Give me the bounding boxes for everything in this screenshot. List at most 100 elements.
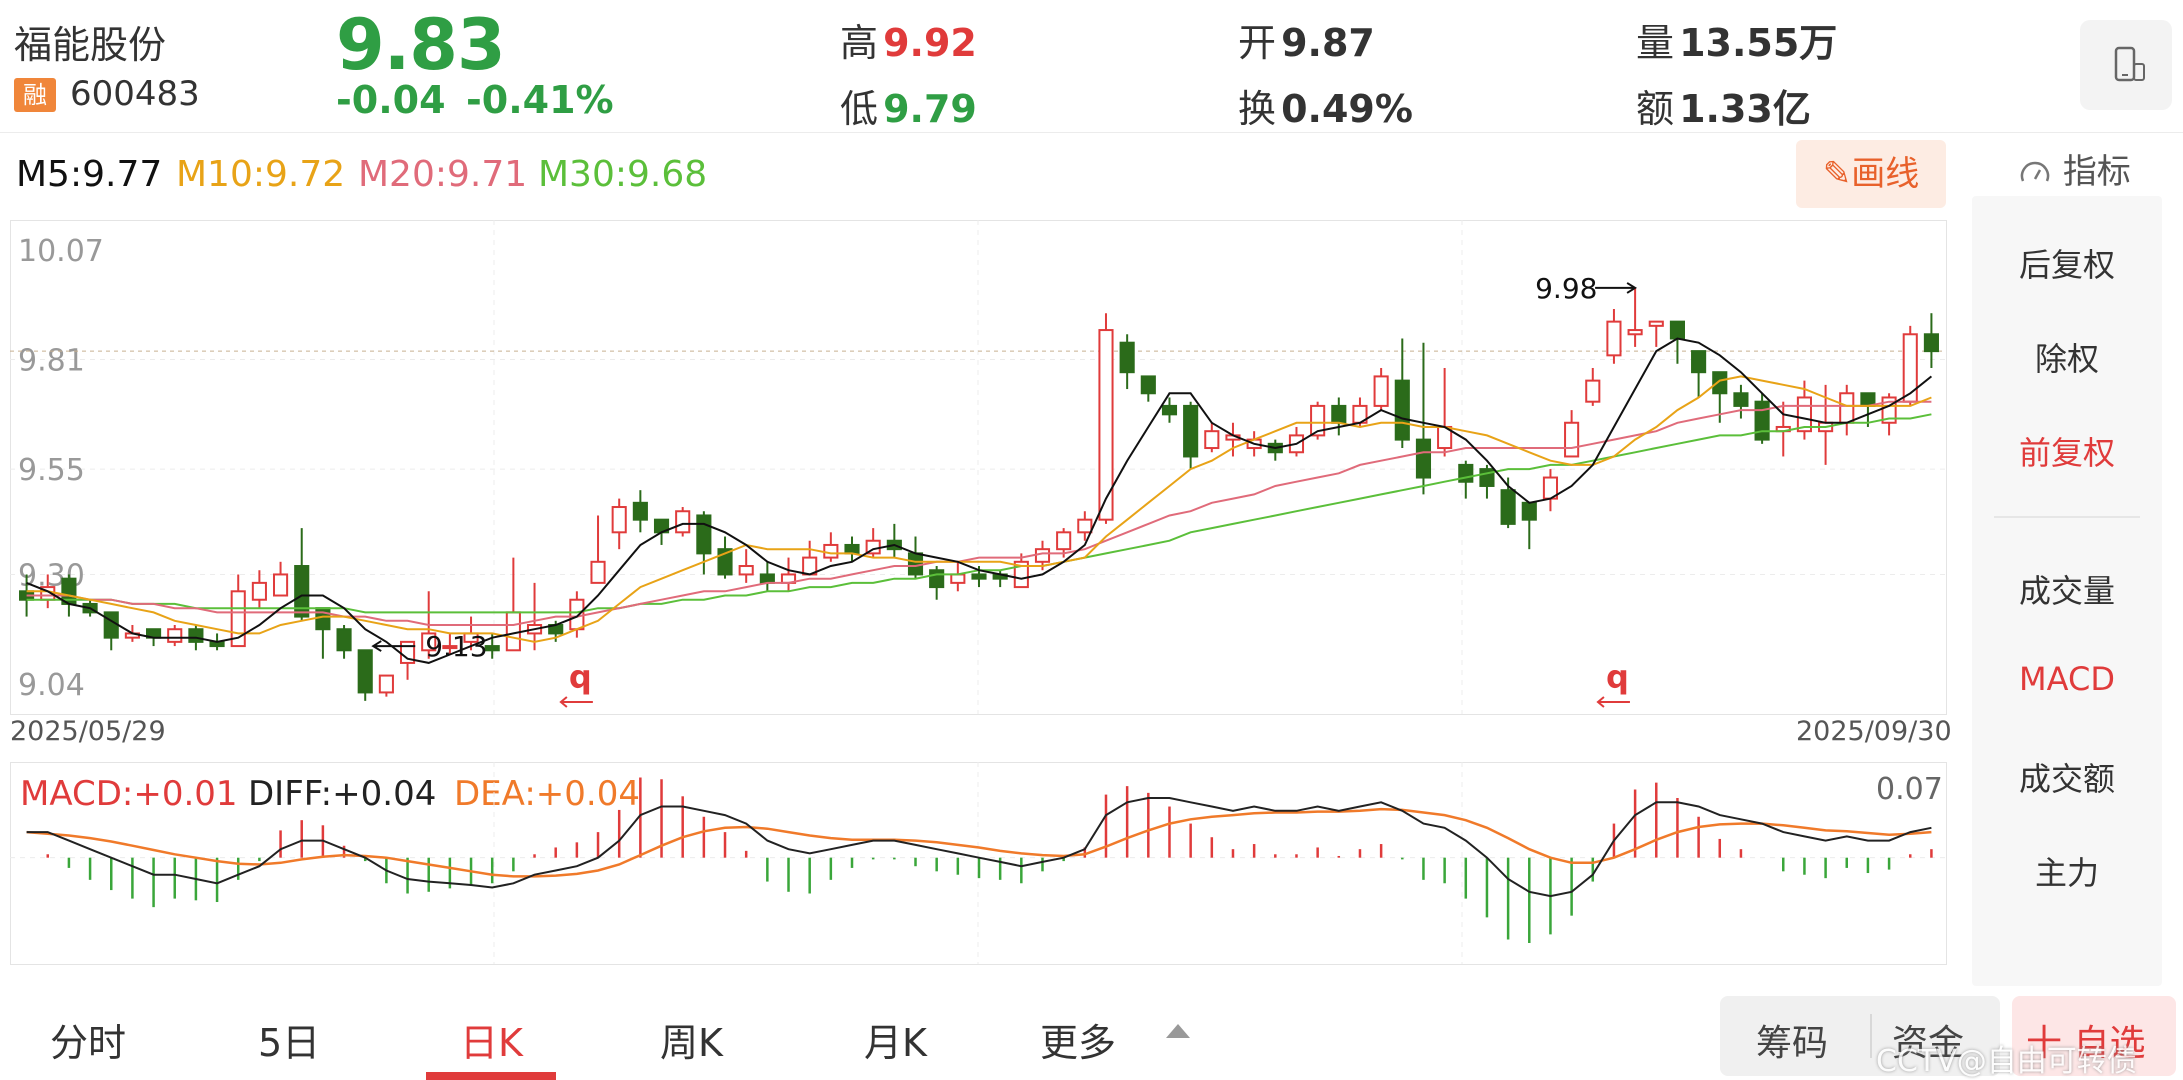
y-tick-label: 9.81 (18, 344, 85, 379)
margin-trading-badge: 融 (14, 78, 56, 112)
candle-body (1056, 531, 1072, 551)
tab-weekly-k[interactable]: 周K (660, 1021, 723, 1065)
tab-more[interactable]: 更多 (1040, 1021, 1117, 1065)
candle-body (188, 628, 204, 643)
event-marker: q (1606, 658, 1629, 696)
candle-body (738, 565, 754, 576)
volume-value: 13.55万 (1679, 21, 1838, 65)
candle-body (844, 543, 860, 555)
header-divider (0, 132, 2183, 133)
amount-value: 1.33亿 (1679, 87, 1811, 131)
candle-body (336, 628, 352, 652)
draw-line-button[interactable]: ✎画线 (1796, 140, 1946, 208)
sidebar-item-back-adjusted[interactable]: 后复权 (2018, 246, 2115, 284)
candle-body (1627, 329, 1643, 336)
chart-end-date: 2025/09/30 (1796, 716, 1952, 747)
high-label: 高 (840, 21, 879, 65)
candle-body (1140, 375, 1156, 395)
funds-button[interactable]: 资金 (1892, 1023, 1965, 1064)
event-marker-arrow (1596, 696, 1630, 708)
sidebar-item-turnover-amount[interactable]: 成交额 (2018, 760, 2115, 798)
price-change: -0.04 (336, 78, 446, 122)
phone-icon (2114, 46, 2145, 82)
chips-button[interactable]: 筹码 (1756, 1023, 1829, 1064)
volume-quote: 量 13.55万 (1636, 12, 1837, 67)
candle-body (484, 645, 500, 652)
sidebar-divider (1994, 516, 2140, 518)
candle-body (632, 501, 648, 521)
tab-intraday[interactable]: 分时 (50, 1021, 127, 1065)
tab-5day[interactable]: 5日 (258, 1021, 321, 1065)
current-price: 9.83 (336, 4, 506, 86)
candle-body (1310, 404, 1326, 437)
max-price-arrow (1595, 282, 1637, 294)
candle-body (907, 552, 924, 576)
sidebar-item-ex-rights[interactable]: 除权 (2034, 340, 2099, 378)
active-tab-indicator (426, 1072, 556, 1080)
candle-body (103, 611, 119, 639)
chart-start-date: 2025/05/29 (10, 716, 166, 747)
open-label: 开 (1238, 21, 1277, 65)
candle-body (1183, 404, 1199, 458)
candle-body (1648, 320, 1664, 327)
turnover-quote: 换 0.49% (1238, 78, 1413, 133)
candle-body (696, 514, 712, 555)
candle-body (929, 569, 945, 589)
candle-body (167, 628, 183, 643)
macd-max-label: 0.07 (1876, 772, 1943, 807)
caret-up-icon[interactable] (1166, 1024, 1190, 1038)
landscape-toggle-button[interactable] (2080, 20, 2172, 110)
ma10-line (26, 375, 1932, 643)
event-marker: q (569, 658, 592, 696)
candle-body (378, 674, 394, 694)
candle-body (590, 560, 606, 584)
low-label: 低 (840, 87, 879, 131)
dea-line (26, 807, 1932, 878)
stock-name: 福能股份 (14, 23, 167, 67)
dea-legend: DEA:+0.04 (454, 774, 640, 814)
stock-code: 600483 (70, 74, 200, 114)
pencil-icon: ✎ (1822, 154, 1852, 194)
volume-label: 量 (1636, 21, 1675, 65)
sidebar-item-volume[interactable]: 成交量 (2018, 572, 2115, 610)
open-quote: 开 9.87 (1238, 12, 1375, 67)
min-price-label: 9.13 (425, 630, 487, 663)
ma30-legend: M30:9.68 (538, 154, 708, 195)
candle-body (971, 573, 987, 580)
candle-body (1098, 329, 1114, 521)
turnover-value: 0.49% (1281, 87, 1413, 131)
candle-body (1839, 392, 1855, 424)
candle-body (1077, 518, 1093, 534)
candle-body (1161, 404, 1178, 416)
candle-body (1394, 379, 1410, 441)
candle-body (251, 581, 267, 601)
candle-body (1373, 375, 1389, 407)
candle-body (1606, 320, 1622, 357)
tab-monthly-k[interactable]: 月K (864, 1021, 927, 1065)
price-change-pct: -0.41% (466, 78, 614, 122)
add-watchlist-button[interactable]: 十 自选 (2012, 996, 2176, 1076)
candle-body (505, 611, 521, 652)
tab-daily-k[interactable]: 日K (460, 1021, 523, 1065)
kline-chart[interactable]: 10.079.819.559.309.049.989.13q q (10, 220, 1948, 716)
candle-body (1669, 320, 1686, 340)
sidebar-item-macd[interactable]: MACD (2019, 660, 2115, 698)
y-tick-label: 9.55 (18, 453, 85, 488)
candle-body (1712, 371, 1728, 395)
diff-line (26, 797, 1932, 898)
macd-chart[interactable] (10, 762, 1948, 966)
event-marker-arrow (559, 696, 593, 708)
turnover-label: 换 (1238, 87, 1277, 131)
indicator-button[interactable]: 指标 (2018, 144, 2131, 193)
candle-body (1564, 421, 1580, 458)
candle-body (357, 649, 373, 694)
amount-label: 额 (1636, 87, 1675, 131)
button-divider (1870, 1014, 1872, 1058)
candle-body (823, 543, 839, 559)
candle-body (315, 607, 331, 631)
amount-quote: 额 1.33亿 (1636, 78, 1811, 133)
sidebar-item-forward-adjusted[interactable]: 前复权 (2018, 434, 2115, 472)
sidebar-item-main-force[interactable]: 主力 (2034, 854, 2099, 892)
candle-body (611, 506, 627, 534)
watermark: CCTV@自由可转债 (1876, 1044, 2137, 1079)
